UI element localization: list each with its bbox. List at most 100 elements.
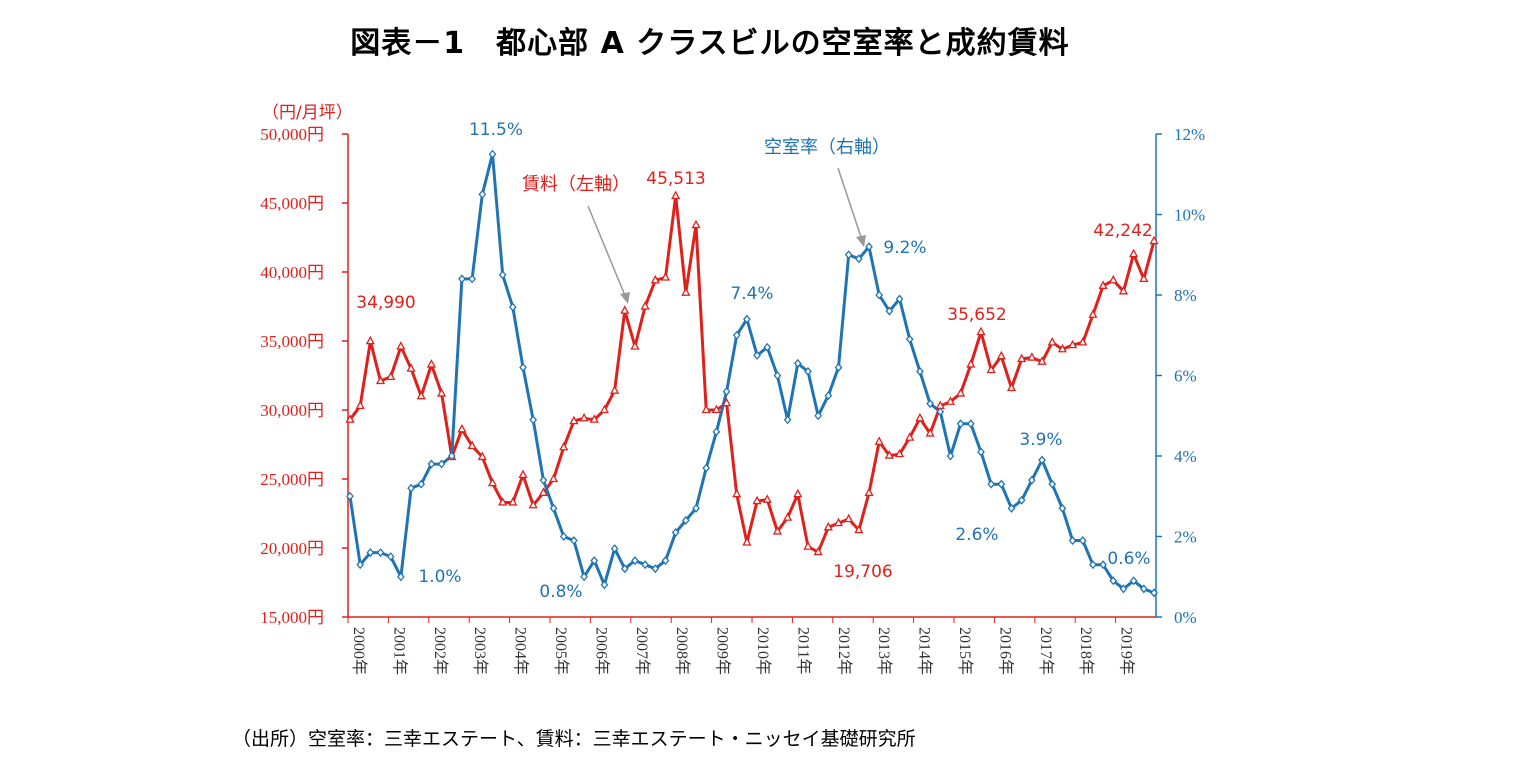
left-tick-label: 35,000円 — [260, 332, 324, 351]
rent-point — [518, 469, 528, 479]
vacancy-point — [804, 366, 812, 376]
vacancy-point — [407, 483, 415, 493]
vacancy-point — [702, 463, 711, 473]
vacancy-series-callout: 空室率（右軸） — [764, 137, 890, 158]
rent-point — [487, 477, 498, 487]
x-tick-label: 2003年 — [471, 627, 489, 675]
vacancy-label-2009: 7.4% — [730, 284, 773, 304]
rent-point — [1078, 337, 1088, 346]
x-tick-label: 2012年 — [835, 627, 853, 675]
vacancy-point — [1007, 503, 1016, 513]
rent-point — [355, 400, 365, 410]
rent-point — [844, 513, 854, 523]
rent-point — [1057, 343, 1067, 353]
vacancy-point — [977, 447, 985, 457]
rent-point — [365, 335, 375, 345]
rent-point — [691, 219, 701, 229]
vacancy-point — [885, 306, 894, 316]
rent-point — [508, 497, 518, 506]
rent-point — [416, 390, 426, 400]
vacancy-point — [743, 314, 751, 324]
rent-point — [548, 473, 559, 483]
rent-point — [396, 341, 406, 350]
vacancy-point — [966, 419, 975, 429]
vacancy-point — [1068, 536, 1077, 546]
rent-point — [1027, 352, 1037, 361]
vacancy-point — [834, 362, 843, 372]
x-tick-label: 2002年 — [431, 627, 449, 675]
vacancy-point — [468, 274, 476, 284]
x-tick-label: 2015年 — [956, 627, 974, 675]
vacancy-point — [895, 294, 904, 304]
vacancy-point — [671, 527, 680, 537]
vacancy-point — [793, 358, 802, 368]
rent-point — [437, 388, 447, 397]
vacancy-point — [855, 254, 863, 264]
vacancy-label-2017: 3.9% — [1019, 430, 1062, 450]
vacancy-point — [844, 250, 853, 260]
vacancy-point — [732, 330, 741, 340]
left-axis: 50,000円 45,000円 40,000円 35,000円 30,000円 25,00… — [260, 103, 352, 627]
rent-point — [1006, 382, 1017, 392]
vacancy-point — [437, 459, 446, 469]
rent-point — [833, 517, 844, 527]
vacancy-point — [508, 302, 517, 312]
data-annotations: 34,990 45,513 19,706 35,652 42,242 11.5% 1.0% 0… — [356, 120, 1152, 602]
rent-point — [864, 487, 874, 496]
source-note: （出所）空室率：三幸エステート、賃料：三幸エステート・ニッセイ基礎研究所 — [232, 728, 916, 750]
rent-point — [1067, 339, 1078, 349]
x-tick-label: 2008年 — [673, 627, 691, 675]
rent-point — [772, 526, 783, 535]
vacancy-point — [1119, 584, 1128, 594]
vacancy-point — [916, 366, 924, 376]
vacancy-label-2005: 0.8% — [539, 582, 582, 602]
vacancy-point — [539, 475, 548, 485]
rent-point — [650, 274, 660, 284]
vacancy-point — [386, 552, 395, 562]
vacancy-point — [427, 459, 436, 469]
vacancy-point — [946, 451, 955, 461]
rent-point — [701, 404, 711, 414]
vacancy-point — [447, 451, 456, 461]
vacancy-label-2012: 9.2% — [883, 238, 926, 258]
vacancy-point — [641, 560, 649, 570]
vacancy-point — [559, 532, 568, 541]
rent-point — [589, 414, 599, 423]
rent-point — [569, 415, 579, 425]
vacancy-callout-arrow — [837, 167, 863, 241]
x-tick-label: 2006年 — [592, 627, 610, 675]
x-tick-label: 2004年 — [512, 627, 530, 675]
rent-point — [966, 359, 976, 368]
rent-point — [375, 375, 386, 385]
x-tick-label: 2001年 — [390, 627, 408, 675]
rent-point — [630, 341, 640, 350]
right-tick-label: 2% — [1174, 528, 1197, 547]
vacancy-point — [987, 479, 996, 489]
rent-point — [1118, 285, 1129, 295]
vacancy-point — [346, 491, 354, 501]
rent-point — [671, 190, 681, 200]
rent-point — [956, 388, 966, 397]
rent-point — [660, 272, 671, 281]
rent-callout-arrowhead — [620, 292, 630, 304]
vacancy-point — [692, 503, 700, 513]
vacancy-point — [610, 544, 619, 554]
vacancy-point — [651, 564, 660, 574]
rent-label-2000: 34,990 — [356, 293, 415, 313]
left-tick-label: 50,000円 — [260, 125, 324, 144]
rent-point — [742, 537, 752, 546]
vacancy-point — [519, 362, 527, 372]
rent-point — [1149, 235, 1159, 245]
rent-vacancy-chart: 50,000円 45,000円 40,000円 35,000円 30,000円 25,00… — [260, 103, 1205, 675]
vacancy-point — [498, 270, 507, 280]
rent-label-2012: 19,706 — [833, 562, 892, 582]
x-tick-label: 2005年 — [552, 627, 570, 675]
vacancy-label-2015: 2.6% — [955, 525, 998, 545]
rent-point — [681, 287, 691, 296]
rent-label-end: 42,242 — [1093, 221, 1152, 241]
rent-point — [803, 541, 813, 550]
chart-title: 図表－1 都心部 A クラスビルの空室率と成約賃料 — [350, 26, 1070, 61]
rent-point — [1139, 273, 1149, 283]
series-callouts: 賃料（左軸） 空室率（右軸） — [522, 137, 890, 304]
vacancy-point — [590, 556, 599, 566]
